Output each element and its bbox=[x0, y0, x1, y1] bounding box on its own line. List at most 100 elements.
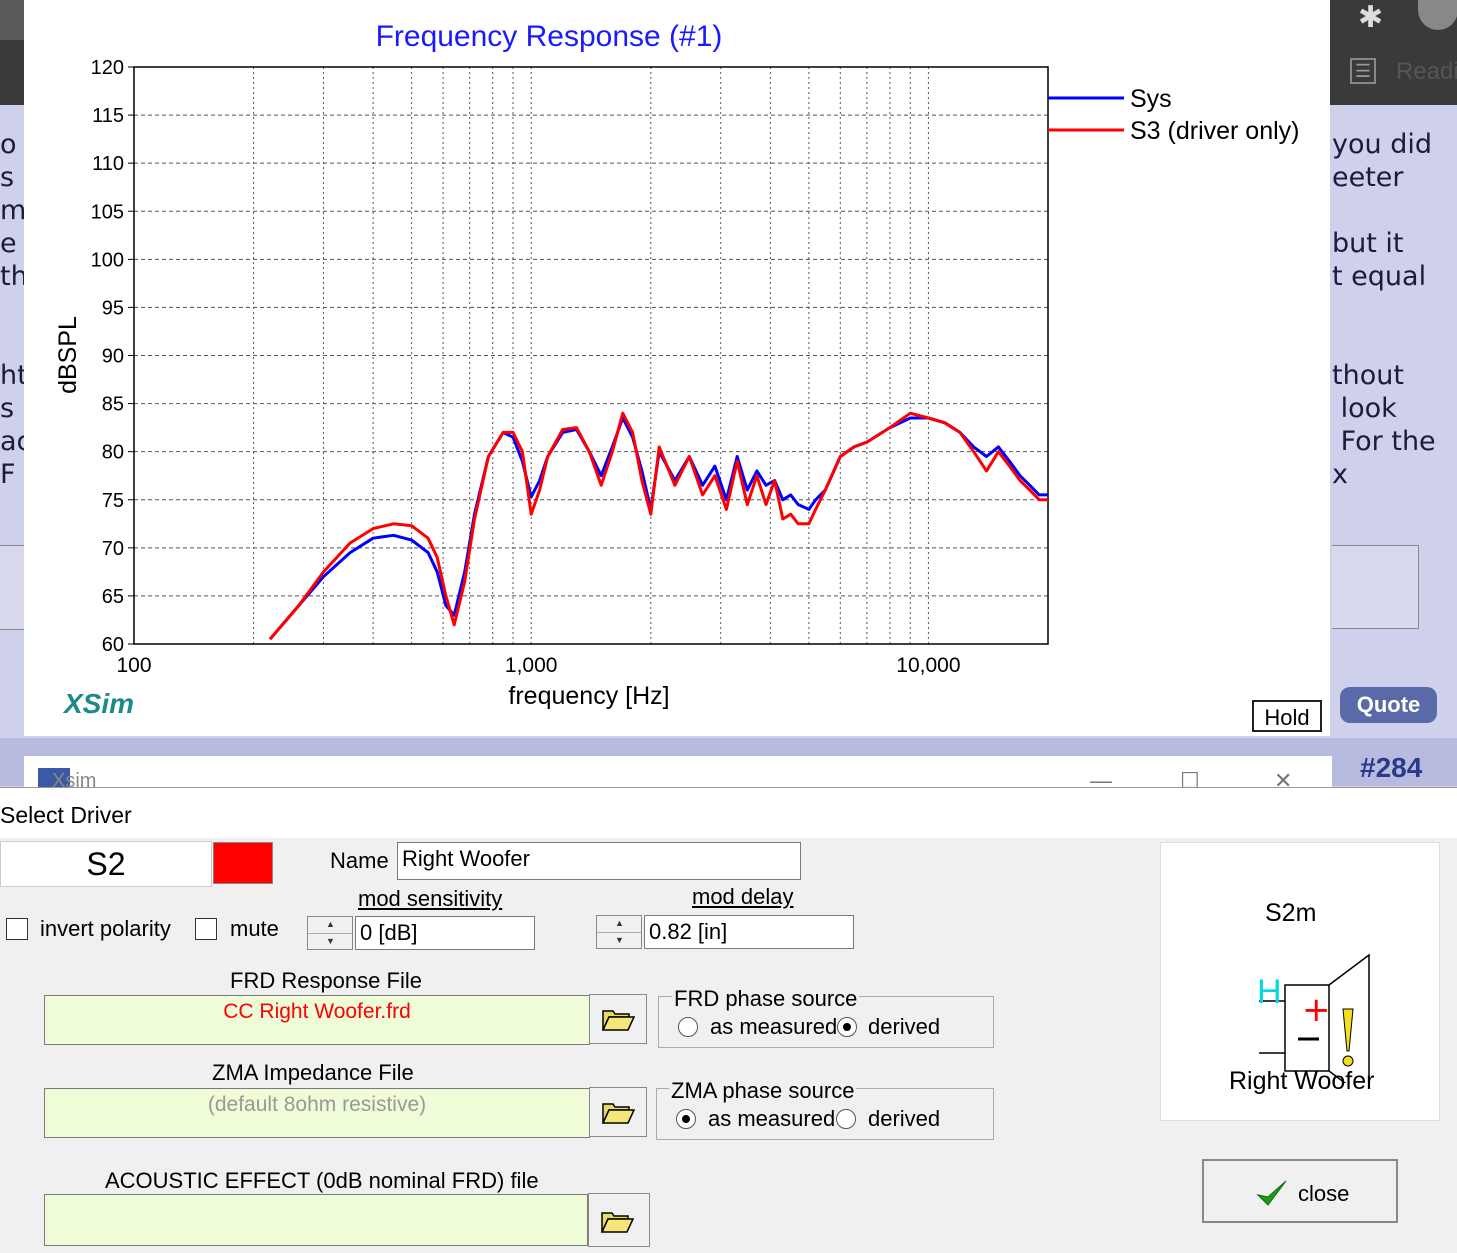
window-close-button[interactable]: ✕ bbox=[1274, 768, 1293, 793]
y-tick-label: 115 bbox=[92, 105, 124, 127]
zma-phase-as-measured-label: as measured bbox=[708, 1106, 836, 1131]
y-tick-label: 110 bbox=[92, 153, 124, 175]
post-text-line bbox=[0, 326, 24, 359]
x-axis-label: frequency [Hz] bbox=[508, 682, 669, 710]
post-text-line: o bbox=[0, 129, 17, 160]
close-button-label: close bbox=[1298, 1181, 1350, 1206]
zma-phase-group-title: ZMA phase source bbox=[669, 1078, 857, 1104]
frequency-response-window: Frequency Response (#1) 60 65 70 75 80 85 90 95… bbox=[24, 0, 1330, 736]
mod-sensitivity-spinner[interactable]: ▲ ▼ bbox=[307, 916, 353, 950]
xsim-window-title: Xsim bbox=[52, 770, 97, 792]
post-text-line: ac bbox=[0, 426, 24, 457]
y-tick-label: 100 bbox=[91, 249, 124, 271]
invert-polarity-checkbox[interactable] bbox=[6, 918, 28, 940]
post-text-line: e y bbox=[0, 228, 17, 259]
driver-color-swatch[interactable] bbox=[213, 842, 273, 884]
post-text-line bbox=[1332, 194, 1457, 227]
y-tick-label: 80 bbox=[102, 442, 124, 464]
zma-phase-derived-radio[interactable] bbox=[836, 1109, 856, 1129]
post-number-link[interactable]: #284 bbox=[1360, 752, 1423, 783]
y-tick-label: 120 bbox=[91, 57, 124, 79]
reader-view-icon[interactable]: ☰ bbox=[1350, 58, 1376, 84]
y-tick-label: 60 bbox=[102, 634, 124, 656]
series-line-s3 bbox=[268, 411, 1048, 641]
quote-button[interactable]: Quote bbox=[1340, 687, 1437, 723]
post-text-line: s bbox=[0, 393, 15, 424]
minimize-button[interactable]: — bbox=[1090, 768, 1112, 793]
spin-down-icon[interactable]: ▼ bbox=[326, 936, 335, 946]
mute-checkbox[interactable] bbox=[195, 918, 217, 940]
legend-label: Sys bbox=[1130, 85, 1172, 113]
forum-reply-box-right bbox=[1332, 545, 1419, 629]
maximize-button[interactable]: ☐ bbox=[1180, 768, 1200, 793]
mod-delay-label: mod delay bbox=[692, 884, 794, 909]
y-tick-label: 75 bbox=[102, 490, 124, 512]
post-text-line bbox=[1332, 326, 1457, 359]
post-text-line: thout bbox=[1332, 360, 1404, 391]
frd-phase-group-title: FRD phase source bbox=[672, 986, 860, 1012]
y-tick-label: 85 bbox=[102, 394, 124, 416]
avatar[interactable] bbox=[1418, 0, 1457, 30]
chart-title: Frequency Response (#1) bbox=[375, 20, 723, 53]
acoustic-effect-file-field[interactable] bbox=[44, 1194, 588, 1246]
xsim-logo: XSim bbox=[64, 688, 135, 719]
name-label: Name bbox=[330, 848, 389, 873]
frd-phase-derived-radio[interactable] bbox=[837, 1017, 857, 1037]
acoustic-effect-browse-button[interactable] bbox=[588, 1193, 650, 1247]
forum-top-left-block bbox=[0, 0, 24, 40]
frd-file-label: FRD Response File bbox=[230, 968, 422, 993]
mod-delay-spinner[interactable]: ▲ ▼ bbox=[596, 915, 642, 949]
frd-phase-as-measured-radio[interactable] bbox=[678, 1017, 698, 1037]
xsim-app-icon bbox=[38, 768, 70, 788]
forum-reply-box-left bbox=[0, 545, 24, 630]
zma-file-field[interactable]: (default 8ohm resistive) bbox=[44, 1088, 590, 1138]
post-text-line bbox=[1332, 293, 1457, 326]
x-tick-label: 1,000 bbox=[505, 654, 558, 677]
post-text-line: th bbox=[0, 261, 24, 292]
post-text-line: eeter bbox=[1332, 162, 1404, 193]
dialog-title: Select Driver bbox=[0, 802, 132, 828]
mod-sensitivity-input[interactable]: 0 [dB] bbox=[355, 916, 535, 950]
x-tick-label: 10,000 bbox=[896, 654, 960, 677]
zma-browse-button[interactable] bbox=[589, 1087, 647, 1137]
checkmark-icon bbox=[1256, 1180, 1287, 1206]
driver-symbol-preview: S2m + H Right Woofer bbox=[1160, 842, 1440, 1121]
name-input[interactable]: Right Woofer bbox=[397, 842, 801, 880]
spin-up-icon[interactable]: ▲ bbox=[326, 919, 335, 929]
driver-id-field[interactable]: S2 bbox=[0, 841, 212, 887]
mod-delay-input[interactable]: 0.82 [in] bbox=[644, 915, 854, 949]
post-text-line: F v bbox=[0, 459, 16, 490]
legend-label: S3 (driver only) bbox=[1130, 117, 1300, 145]
chart-axes: 60 65 70 75 80 85 90 95 100 105 110 115 120 100 1,000 1… bbox=[54, 57, 1049, 710]
hold-button[interactable]: Hold bbox=[1252, 700, 1322, 732]
y-tick-label: 105 bbox=[91, 201, 124, 223]
y-tick-label: 95 bbox=[102, 297, 124, 319]
reader-view-label[interactable]: Readi bbox=[1396, 58, 1457, 85]
spin-up-icon[interactable]: ▲ bbox=[615, 918, 624, 928]
x-tick-label: 100 bbox=[116, 654, 151, 677]
frd-file-field[interactable]: CC Right Woofer.frd bbox=[44, 995, 590, 1045]
zma-file-label: ZMA Impedance File bbox=[212, 1060, 414, 1085]
post-text-line: x bbox=[1332, 459, 1348, 490]
driver-preview-name: Right Woofer bbox=[1229, 1067, 1375, 1095]
plot-frame bbox=[133, 66, 1049, 645]
frd-browse-button[interactable] bbox=[589, 994, 647, 1044]
zma-phase-derived-label: derived bbox=[868, 1106, 941, 1131]
mute-label: mute bbox=[230, 916, 279, 941]
driver-preview-id: S2m bbox=[1265, 899, 1317, 927]
extensions-icon[interactable]: ✱ bbox=[1358, 1, 1384, 34]
folder-open-icon bbox=[601, 1103, 635, 1124]
chart-series bbox=[268, 411, 1048, 641]
post-text-line: look bbox=[1332, 393, 1397, 424]
spin-down-icon[interactable]: ▼ bbox=[615, 935, 624, 945]
chart-legend: Sys S3 (driver only) bbox=[1048, 85, 1300, 145]
post-text-line: s a bbox=[0, 162, 24, 193]
zma-phase-as-measured-radio[interactable] bbox=[676, 1109, 696, 1129]
y-tick-label: 70 bbox=[102, 538, 124, 560]
frd-phase-derived-label: derived bbox=[868, 1014, 941, 1039]
select-driver-dialog: Select Driver S2 Name Right Woofer inver… bbox=[0, 787, 1457, 1253]
frequency-response-chart: 60 65 70 75 80 85 90 95 100 105 110 115 120 100 1,000 1… bbox=[54, 57, 1300, 710]
y-axis-label: dBSPL bbox=[54, 316, 82, 394]
close-button[interactable]: close bbox=[1202, 1159, 1398, 1223]
mod-sensitivity-label: mod sensitivity bbox=[358, 886, 503, 911]
